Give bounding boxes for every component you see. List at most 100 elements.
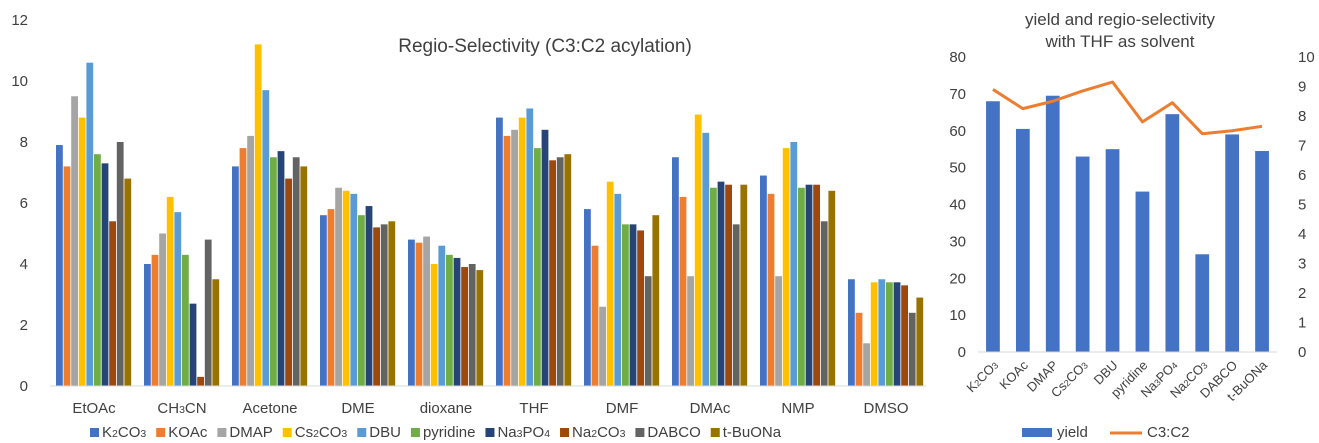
y-tick-label: 0 (958, 344, 966, 361)
line-c3-c2 (992, 80, 1263, 136)
bar-na3po4-dmac (717, 181, 725, 386)
bar-t-buona-dmso (916, 297, 924, 386)
legend-swatch-k2co3 (90, 428, 99, 437)
bar-yield-dmap (1045, 95, 1060, 352)
y-tick-label: 40 (949, 197, 966, 214)
bar-dmap-dmf (599, 306, 606, 386)
legend-swatch-na2co3 (560, 428, 570, 437)
legend-swatch-pyridine (410, 428, 420, 437)
bar-koac-ch3cn (151, 254, 159, 386)
legend-swatch-dabco (635, 428, 645, 437)
legend-label-dmap: DMAP (229, 424, 272, 441)
bar-dabco-nmp (820, 221, 828, 386)
y2-tick-label: 5 (1298, 197, 1306, 214)
bar-yield-t-buona (1255, 151, 1269, 352)
bar-t-buona-ch3cn (212, 279, 220, 386)
bar-koac-dioxane (415, 242, 423, 386)
legend-swatch-dbu (357, 428, 367, 437)
bar-t-buona-etoac (124, 178, 132, 386)
x-tick-label-thf: THF (519, 400, 548, 417)
y2-tick-label: 0 (1298, 344, 1306, 361)
bar-cs2co3-acetone (254, 44, 262, 387)
x-tick-label-acetone: Acetone (242, 400, 297, 417)
bar-pyridine-dme (358, 215, 365, 386)
y-tick-label: 10 (11, 73, 28, 90)
legend-label-t-buona: t-BuONa (723, 424, 782, 441)
bar-t-buona-dioxane (476, 270, 484, 386)
bar-pyridine-acetone (270, 157, 277, 386)
bar-koac-dmac (679, 196, 687, 386)
x-tick-label-ch3cn: CH3CN (157, 400, 206, 417)
regio-selectivity-chart: Regio-Selectivity (C3:C2 acylation) 0 2 4 6 8… (11, 12, 926, 441)
legend: yield C3:C2 (1022, 424, 1190, 441)
legend-label-dabco: DABCO (647, 424, 700, 441)
x-tick-label-dmac: DMAc (690, 400, 731, 417)
bar-yield-k2co3 (986, 101, 1000, 352)
y-tick-label: 8 (20, 134, 28, 151)
bar-yield-dabco (1225, 134, 1240, 352)
legend-label-na3po4: Na3PO4 (497, 424, 550, 441)
bar-dmap-dmac (687, 276, 694, 386)
bar-t-buona-thf (564, 154, 572, 386)
bar-na3po4-dmf (629, 224, 637, 386)
bar-k2co3-dioxane (408, 239, 415, 386)
bar-k2co3-acetone (232, 166, 239, 386)
bar-yield-koac (1015, 128, 1030, 352)
bar-na3po4-dme (365, 206, 373, 386)
bar-dmap-etoac (71, 96, 78, 386)
bar-dbu-dmso (878, 279, 886, 386)
bar-dbu-nmp (790, 142, 798, 386)
bar-t-buona-dmac (740, 184, 748, 386)
bar-k2co3-nmp (760, 175, 767, 386)
chart-title: Regio-Selectivity (C3:C2 acylation) (398, 36, 692, 57)
bar-cs2co3-thf (518, 117, 526, 386)
bar-dmap-nmp (775, 276, 782, 386)
bar-pyridine-etoac (94, 154, 101, 386)
y-tick-label: 80 (949, 49, 966, 66)
legend-label-dbu: DBU (369, 424, 401, 441)
chart-title: yield and regio-selectivity (1025, 10, 1215, 29)
x-tick-label-dmso: DMSO (864, 400, 909, 417)
bar-k2co3-dmso (848, 279, 855, 386)
bar-yield-pyridine (1135, 191, 1150, 352)
bar-na3po4-dioxane (453, 257, 461, 386)
bar-k2co3-etoac (56, 145, 63, 386)
bar-cs2co3-dmso (870, 282, 878, 386)
legend-swatch-cs2co3 (282, 428, 292, 437)
bar-dmap-dmso (863, 343, 870, 386)
bar-na3po4-nmp (805, 184, 813, 386)
legend-label-cs2co3: Cs2CO3 (295, 424, 348, 441)
bar-cs2co3-ch3cn (166, 196, 174, 386)
bar-dabco-dioxane (468, 264, 476, 386)
bar-pyridine-thf (534, 148, 541, 386)
bar-dbu-dmac (702, 132, 710, 386)
bar-t-buona-acetone (300, 166, 308, 386)
y2-tick-label: 10 (1298, 49, 1315, 66)
bar-dabco-etoac (116, 142, 124, 386)
bar-dmap-thf (511, 129, 518, 387)
bar-koac-dmso (855, 312, 863, 386)
yield-chart: yield and regio-selectivity with THF as s… (949, 10, 1315, 441)
bar-dabco-dmac (732, 224, 740, 386)
bar-na3po4-dmso (893, 282, 901, 386)
bar-na2co3-dmso (901, 285, 908, 386)
bar-pyridine-dmac (710, 187, 717, 386)
bar-cs2co3-etoac (78, 117, 86, 386)
bar-yield-cs2co3 (1075, 156, 1090, 352)
legend-label-yield: yield (1057, 424, 1088, 441)
bar-koac-dme (327, 209, 335, 386)
bar-na3po4-ch3cn (189, 303, 197, 386)
bar-dmap-dioxane (423, 236, 430, 386)
bar-na2co3-dme (373, 227, 380, 386)
bar-na2co3-dioxane (461, 267, 468, 386)
bar-koac-etoac (63, 166, 71, 386)
bar-na3po4-acetone (277, 151, 285, 386)
x-tick-label-nmp: NMP (781, 400, 814, 417)
bar-t-buona-nmp (828, 190, 836, 386)
bar-dabco-ch3cn (204, 239, 212, 386)
legend-label-pyridine: pyridine (423, 424, 476, 441)
bar-pyridine-ch3cn (182, 254, 189, 386)
y-tick-label: 12 (11, 12, 28, 29)
bar-k2co3-ch3cn (144, 264, 151, 386)
